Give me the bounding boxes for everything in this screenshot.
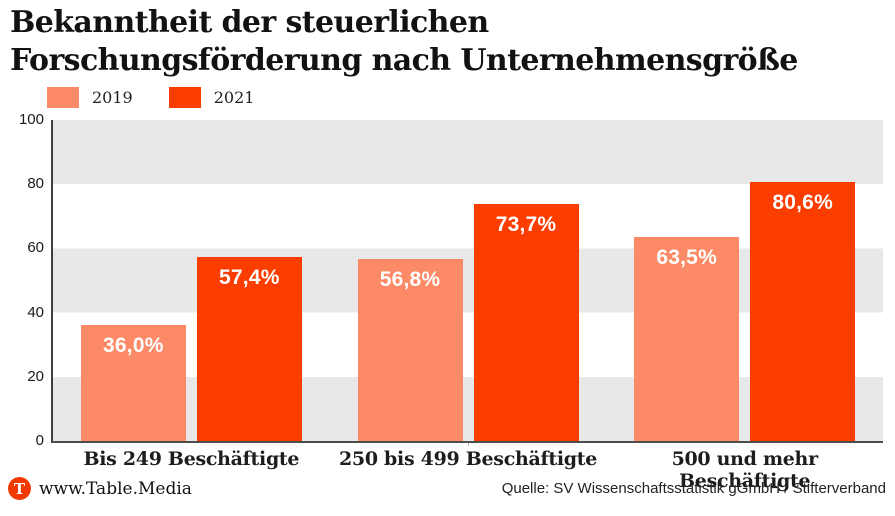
y-axis-tick-label: 60 xyxy=(27,239,44,257)
brand-footer: T www.Table.Media xyxy=(8,477,192,500)
category-label: 500 und mehr Beschäftigte xyxy=(671,448,819,492)
bar-group: 63,5% 80,6% xyxy=(468,120,883,446)
plot-area: 36,0% 57,4% 56,8% 73,7% 63,5% 80,6% xyxy=(53,120,883,446)
x-axis-category-labels: Bis 249 Beschäftigte 250 bis 499 Beschäft… xyxy=(53,448,883,492)
bar-value-label: 73,7% xyxy=(495,213,557,237)
y-axis-tick-label: 0 xyxy=(35,432,44,449)
y-axis-tick-label: 100 xyxy=(18,111,44,128)
bar-2021: 80,6% xyxy=(750,182,856,441)
bar-2021: 73,7% xyxy=(473,204,579,441)
legend-swatch-2019 xyxy=(47,87,79,108)
x-axis-line xyxy=(51,441,883,443)
x-axis-tick xyxy=(468,441,469,446)
bar-2019: 63,5% xyxy=(634,237,740,441)
bar-value-label: 36,0% xyxy=(103,334,164,358)
bar-value-label: 63,5% xyxy=(656,246,717,270)
y-axis: 0 20 40 60 80 100 xyxy=(0,111,44,449)
legend: 2019 2021 xyxy=(47,87,254,108)
bar-value-label: 57,4% xyxy=(219,265,280,289)
y-axis-line xyxy=(51,120,53,441)
legend-label-2021: 2021 xyxy=(213,88,255,107)
y-axis-tick-label: 80 xyxy=(27,175,44,193)
category-label: 250 bis 499 Beschäftigte xyxy=(338,448,598,470)
bar-value-label: 80,6% xyxy=(772,191,833,215)
bar-2019: 36,0% xyxy=(80,325,186,441)
legend-label-2019: 2019 xyxy=(92,88,133,107)
table-media-logo-icon: T xyxy=(8,477,31,500)
chart-title: Bekanntheit der steuerlichen Forschungsf… xyxy=(10,5,798,78)
bar-2019: 56,8% xyxy=(357,258,463,441)
y-axis-tick-label: 20 xyxy=(27,367,44,385)
legend-item-2019: 2019 xyxy=(47,87,133,108)
bar-group: 56,8% 73,7% xyxy=(330,120,607,446)
legend-item-2021: 2021 xyxy=(168,87,255,108)
legend-swatch-2021 xyxy=(168,87,201,108)
bar-2021: 57,4% xyxy=(196,256,302,441)
bar-group: 36,0% 57,4% xyxy=(53,120,469,446)
source-credit: Quelle: SV Wissenschaftsstatistik gGmbH … xyxy=(501,480,886,497)
bar-value-label: 56,8% xyxy=(379,267,441,291)
category-label: Bis 249 Beschäftigte xyxy=(83,448,300,470)
brand-url: www.Table.Media xyxy=(39,478,192,499)
bar-groups: 36,0% 57,4% 56,8% 73,7% 63,5% 80,6% xyxy=(53,120,883,446)
y-axis-tick-label: 40 xyxy=(27,303,44,321)
